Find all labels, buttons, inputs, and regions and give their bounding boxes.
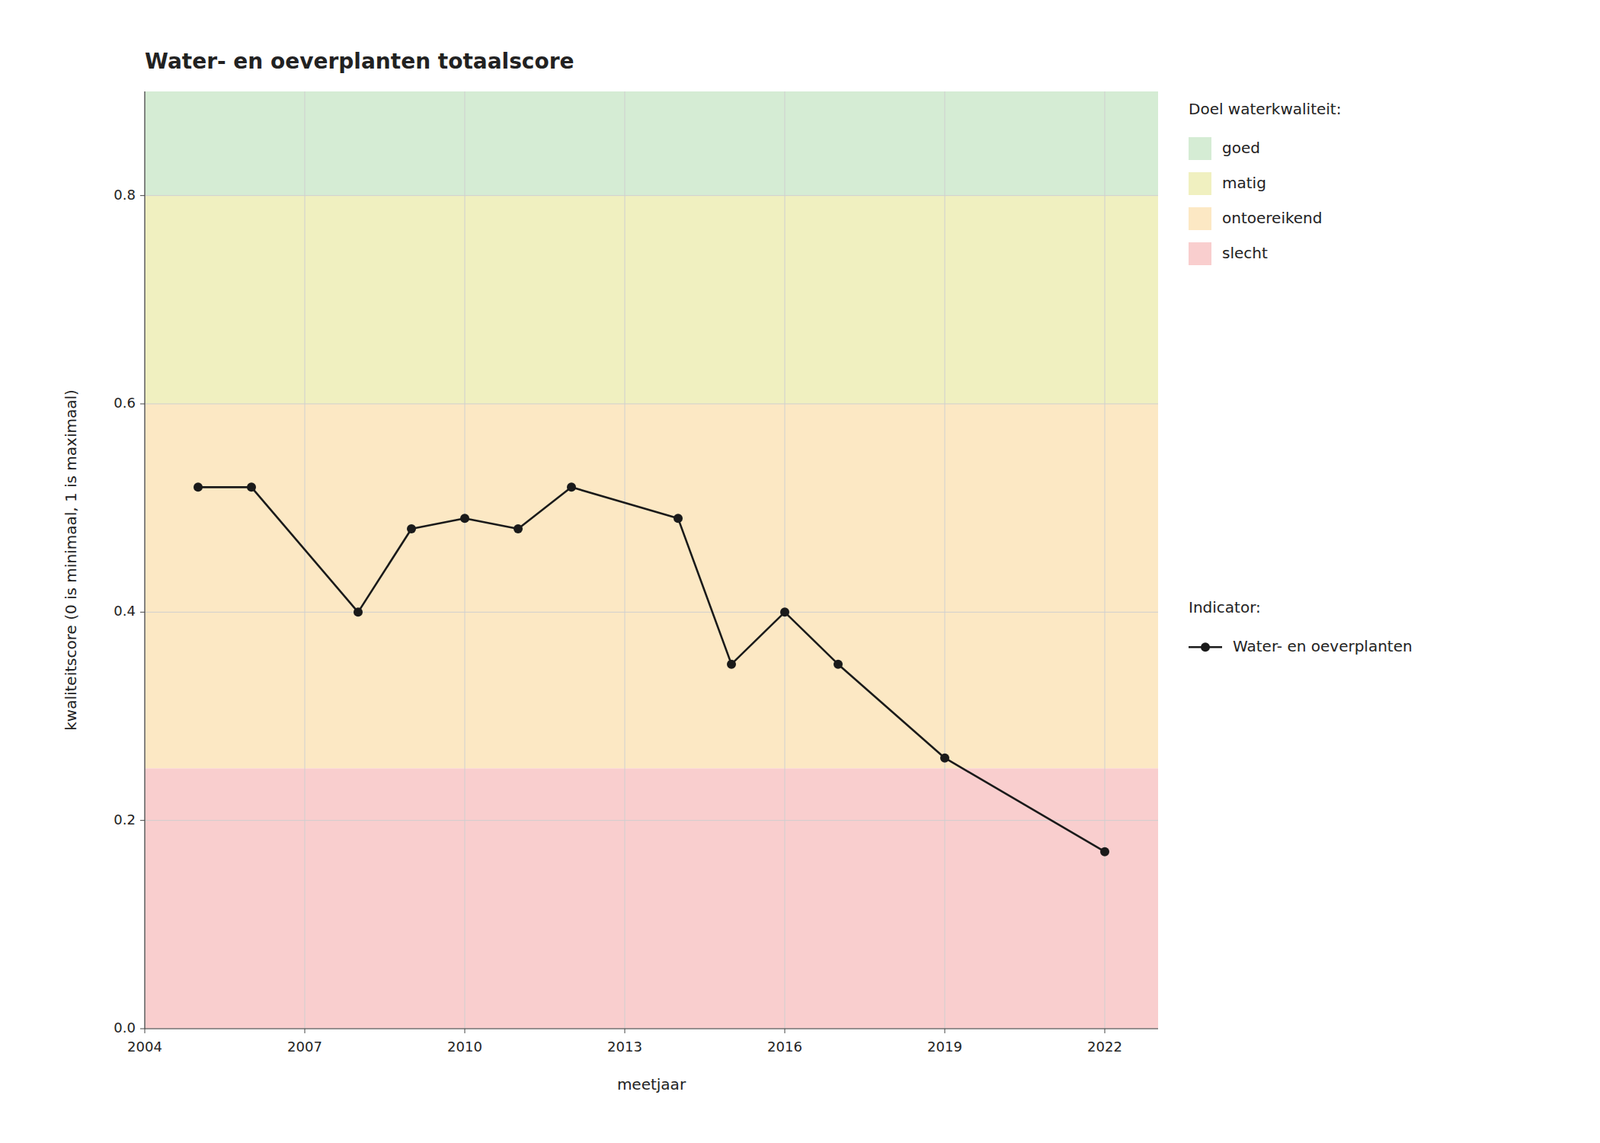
tick-mark — [144, 1028, 146, 1034]
tick-label: 2019 — [927, 1038, 963, 1055]
zones — [144, 91, 1159, 1029]
zone-band — [144, 195, 1159, 404]
chart: 0.0 0.2 0.4 0.6 0.8 2004 2007 2010 2013 2016 2019 2… — [0, 0, 1600, 1143]
x-axis-label: meetjaar — [617, 1075, 687, 1094]
series — [193, 482, 1110, 856]
tick-mark — [140, 195, 145, 196]
tick-label: 2004 — [127, 1038, 163, 1055]
tick-mark — [1104, 1028, 1106, 1034]
grid-line — [144, 611, 1159, 613]
y-axis-label: kwaliteitscore (0 is minimaal, 1 is maxi… — [61, 389, 80, 731]
point — [246, 482, 256, 492]
zone-band — [144, 768, 1159, 1029]
tick-mark — [140, 1028, 145, 1030]
point — [353, 607, 363, 617]
tick-label: 2010 — [447, 1038, 483, 1055]
grid — [144, 91, 1159, 1029]
zone-band — [144, 91, 1159, 196]
point — [193, 482, 203, 492]
tick-mark — [464, 1028, 466, 1034]
point — [833, 659, 843, 669]
point — [406, 524, 416, 534]
tick-label: 2007 — [287, 1038, 323, 1055]
grid-line — [1104, 91, 1106, 1029]
axes: 0.0 0.2 0.4 0.6 0.8 2004 2007 2010 2013 2016 2019 2… — [113, 91, 1159, 1055]
point — [1100, 847, 1110, 857]
tick-label: 0.0 — [113, 1019, 136, 1036]
point — [566, 482, 576, 492]
tick-label: 2016 — [767, 1038, 803, 1055]
tick-mark — [944, 1028, 946, 1034]
tick-label: 0.4 — [113, 602, 136, 619]
grid-line — [624, 91, 626, 1029]
legend-swatch — [1188, 242, 1212, 266]
grid-line — [304, 91, 306, 1029]
tick-mark — [140, 611, 145, 613]
grid-line — [464, 91, 466, 1029]
legend: Doel waterkwaliteit: goed matig ontoereiken… — [1188, 99, 1413, 656]
x-axis-line — [144, 1027, 1159, 1029]
tick-mark — [784, 1028, 786, 1034]
grid-line — [144, 403, 1159, 405]
tick-label: 0.6 — [113, 394, 136, 411]
zone-band — [144, 403, 1159, 768]
point — [726, 659, 736, 669]
point — [513, 524, 523, 534]
y-axis-line — [144, 91, 145, 1029]
point — [780, 607, 790, 617]
legend-label: Water- en oeverplanten — [1232, 636, 1413, 656]
grid-line — [784, 91, 786, 1029]
tick-mark — [624, 1028, 626, 1034]
point — [940, 753, 950, 763]
tick-label: 0.2 — [113, 811, 136, 828]
legend-label: slecht — [1222, 243, 1268, 263]
legend-label: matig — [1222, 173, 1267, 192]
point — [673, 513, 683, 523]
grid-line — [144, 819, 1159, 821]
tick-label: 0.8 — [113, 186, 136, 203]
legend-label: goed — [1222, 138, 1261, 157]
tick-label: 2013 — [607, 1038, 643, 1055]
legend-swatch — [1188, 137, 1212, 160]
tick-label: 2022 — [1087, 1038, 1123, 1055]
point — [460, 513, 470, 523]
grid-line — [144, 195, 1159, 196]
legend-title: Indicator: — [1188, 598, 1261, 617]
legend-label: ontoereikend — [1222, 208, 1322, 228]
legend-title: Doel waterkwaliteit: — [1188, 99, 1341, 119]
grid-line — [944, 91, 946, 1029]
legend-swatch — [1188, 172, 1212, 196]
tick-mark — [140, 819, 145, 821]
tick-mark — [304, 1028, 306, 1034]
grid-line — [144, 1028, 1159, 1030]
line — [198, 486, 1105, 852]
title: Water- en oeverplanten totaalscore — [144, 48, 575, 74]
legend-swatch — [1188, 207, 1212, 231]
grid-line — [144, 91, 146, 1029]
tick-mark — [140, 403, 145, 405]
legend-marker — [1200, 642, 1210, 652]
